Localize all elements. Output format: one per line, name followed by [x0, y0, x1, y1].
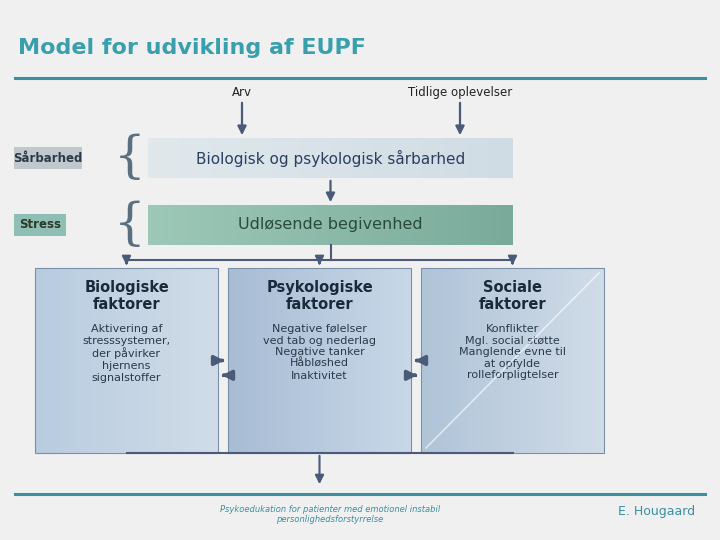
Text: Konflikter
Mgl. social støtte
Manglende evne til
at opfylde
rolleforpligtelser: Konflikter Mgl. social støtte Manglende …: [459, 324, 566, 380]
Text: {: {: [114, 200, 146, 249]
Text: {: {: [114, 133, 146, 183]
Bar: [148, 138, 513, 178]
Text: Model for udvikling af EUPF: Model for udvikling af EUPF: [18, 38, 366, 58]
Text: Negative følelser
ved tab og nederlag
Negative tanker
Håbløshed
Inaktivitet: Negative følelser ved tab og nederlag Ne…: [263, 324, 376, 381]
Text: Psykoedukation for patienter med emotionel instabil
personlighedsforstyrrelse: Psykoedukation for patienter med emotion…: [220, 505, 440, 524]
Bar: [14, 214, 66, 236]
Text: Stress: Stress: [19, 219, 61, 232]
Text: Sociale
faktorer: Sociale faktorer: [479, 280, 546, 313]
Text: Psykologiske
faktorer: Psykologiske faktorer: [266, 280, 373, 313]
Text: Sårbarhed: Sårbarhed: [13, 152, 83, 165]
Text: Biologiske
faktorer: Biologiske faktorer: [84, 280, 169, 313]
Bar: [228, 268, 411, 453]
Text: E. Hougaard: E. Hougaard: [618, 505, 695, 518]
Text: Tidlige oplevelser: Tidlige oplevelser: [408, 86, 512, 99]
Bar: [35, 268, 218, 453]
Text: Arv: Arv: [232, 86, 252, 99]
Text: Aktivering af
stresssystemer,
der påvirker
hjernens
signalstoffer: Aktivering af stresssystemer, der påvirk…: [82, 324, 171, 383]
Bar: [421, 268, 604, 453]
Bar: [14, 147, 82, 169]
Text: Udløsende begivenhed: Udløsende begivenhed: [238, 218, 423, 233]
Text: Biologisk og psykologisk sårbarhed: Biologisk og psykologisk sårbarhed: [196, 150, 465, 166]
